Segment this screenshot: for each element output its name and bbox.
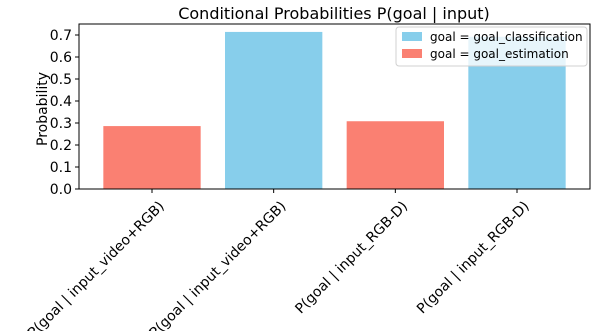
bar-1 bbox=[103, 126, 201, 189]
legend: goal = goal_classification goal = goal_e… bbox=[395, 26, 588, 67]
legend-swatch-estimation bbox=[402, 49, 422, 58]
y-axis-label: Probability bbox=[35, 72, 51, 146]
bar-3 bbox=[346, 121, 444, 189]
legend-box bbox=[395, 26, 588, 67]
y-tick-label: 0.4 bbox=[50, 94, 72, 110]
plot-frame bbox=[78, 23, 591, 190]
y-tick-label: 0.1 bbox=[50, 160, 72, 176]
x-tick-label: P(goal | input_RGB-D) bbox=[414, 198, 533, 317]
x-tick-label: P(goal | input_RGB-D) bbox=[292, 198, 411, 317]
y-tick-label: 0.5 bbox=[50, 72, 72, 88]
x-tick-label: P(goal | input_video+RGB) bbox=[147, 198, 290, 331]
legend-swatch-classification bbox=[402, 32, 422, 41]
y-tick-label: 0.2 bbox=[50, 138, 72, 154]
bar-2 bbox=[225, 31, 323, 190]
chart-title: Conditional Probabilities P(goal | input… bbox=[178, 4, 490, 23]
x-axis-tick-labels: P(goal | input_video+RGB)P(goal | input_… bbox=[25, 189, 533, 331]
y-tick-label: 0.0 bbox=[50, 182, 72, 198]
y-axis-ticks: 0.0 0.1 0.2 0.3 0.4 0.5 0.6 0.7 bbox=[50, 28, 79, 198]
x-tick-label: P(goal | input_video+RGB) bbox=[25, 198, 168, 331]
y-tick-label: 0.6 bbox=[50, 50, 72, 66]
legend-label-estimation: goal = goal_estimation bbox=[430, 47, 569, 61]
legend-label-classification: goal = goal_classification bbox=[430, 30, 583, 44]
y-tick-label: 0.7 bbox=[50, 28, 72, 44]
y-tick-label: 0.3 bbox=[50, 116, 72, 132]
